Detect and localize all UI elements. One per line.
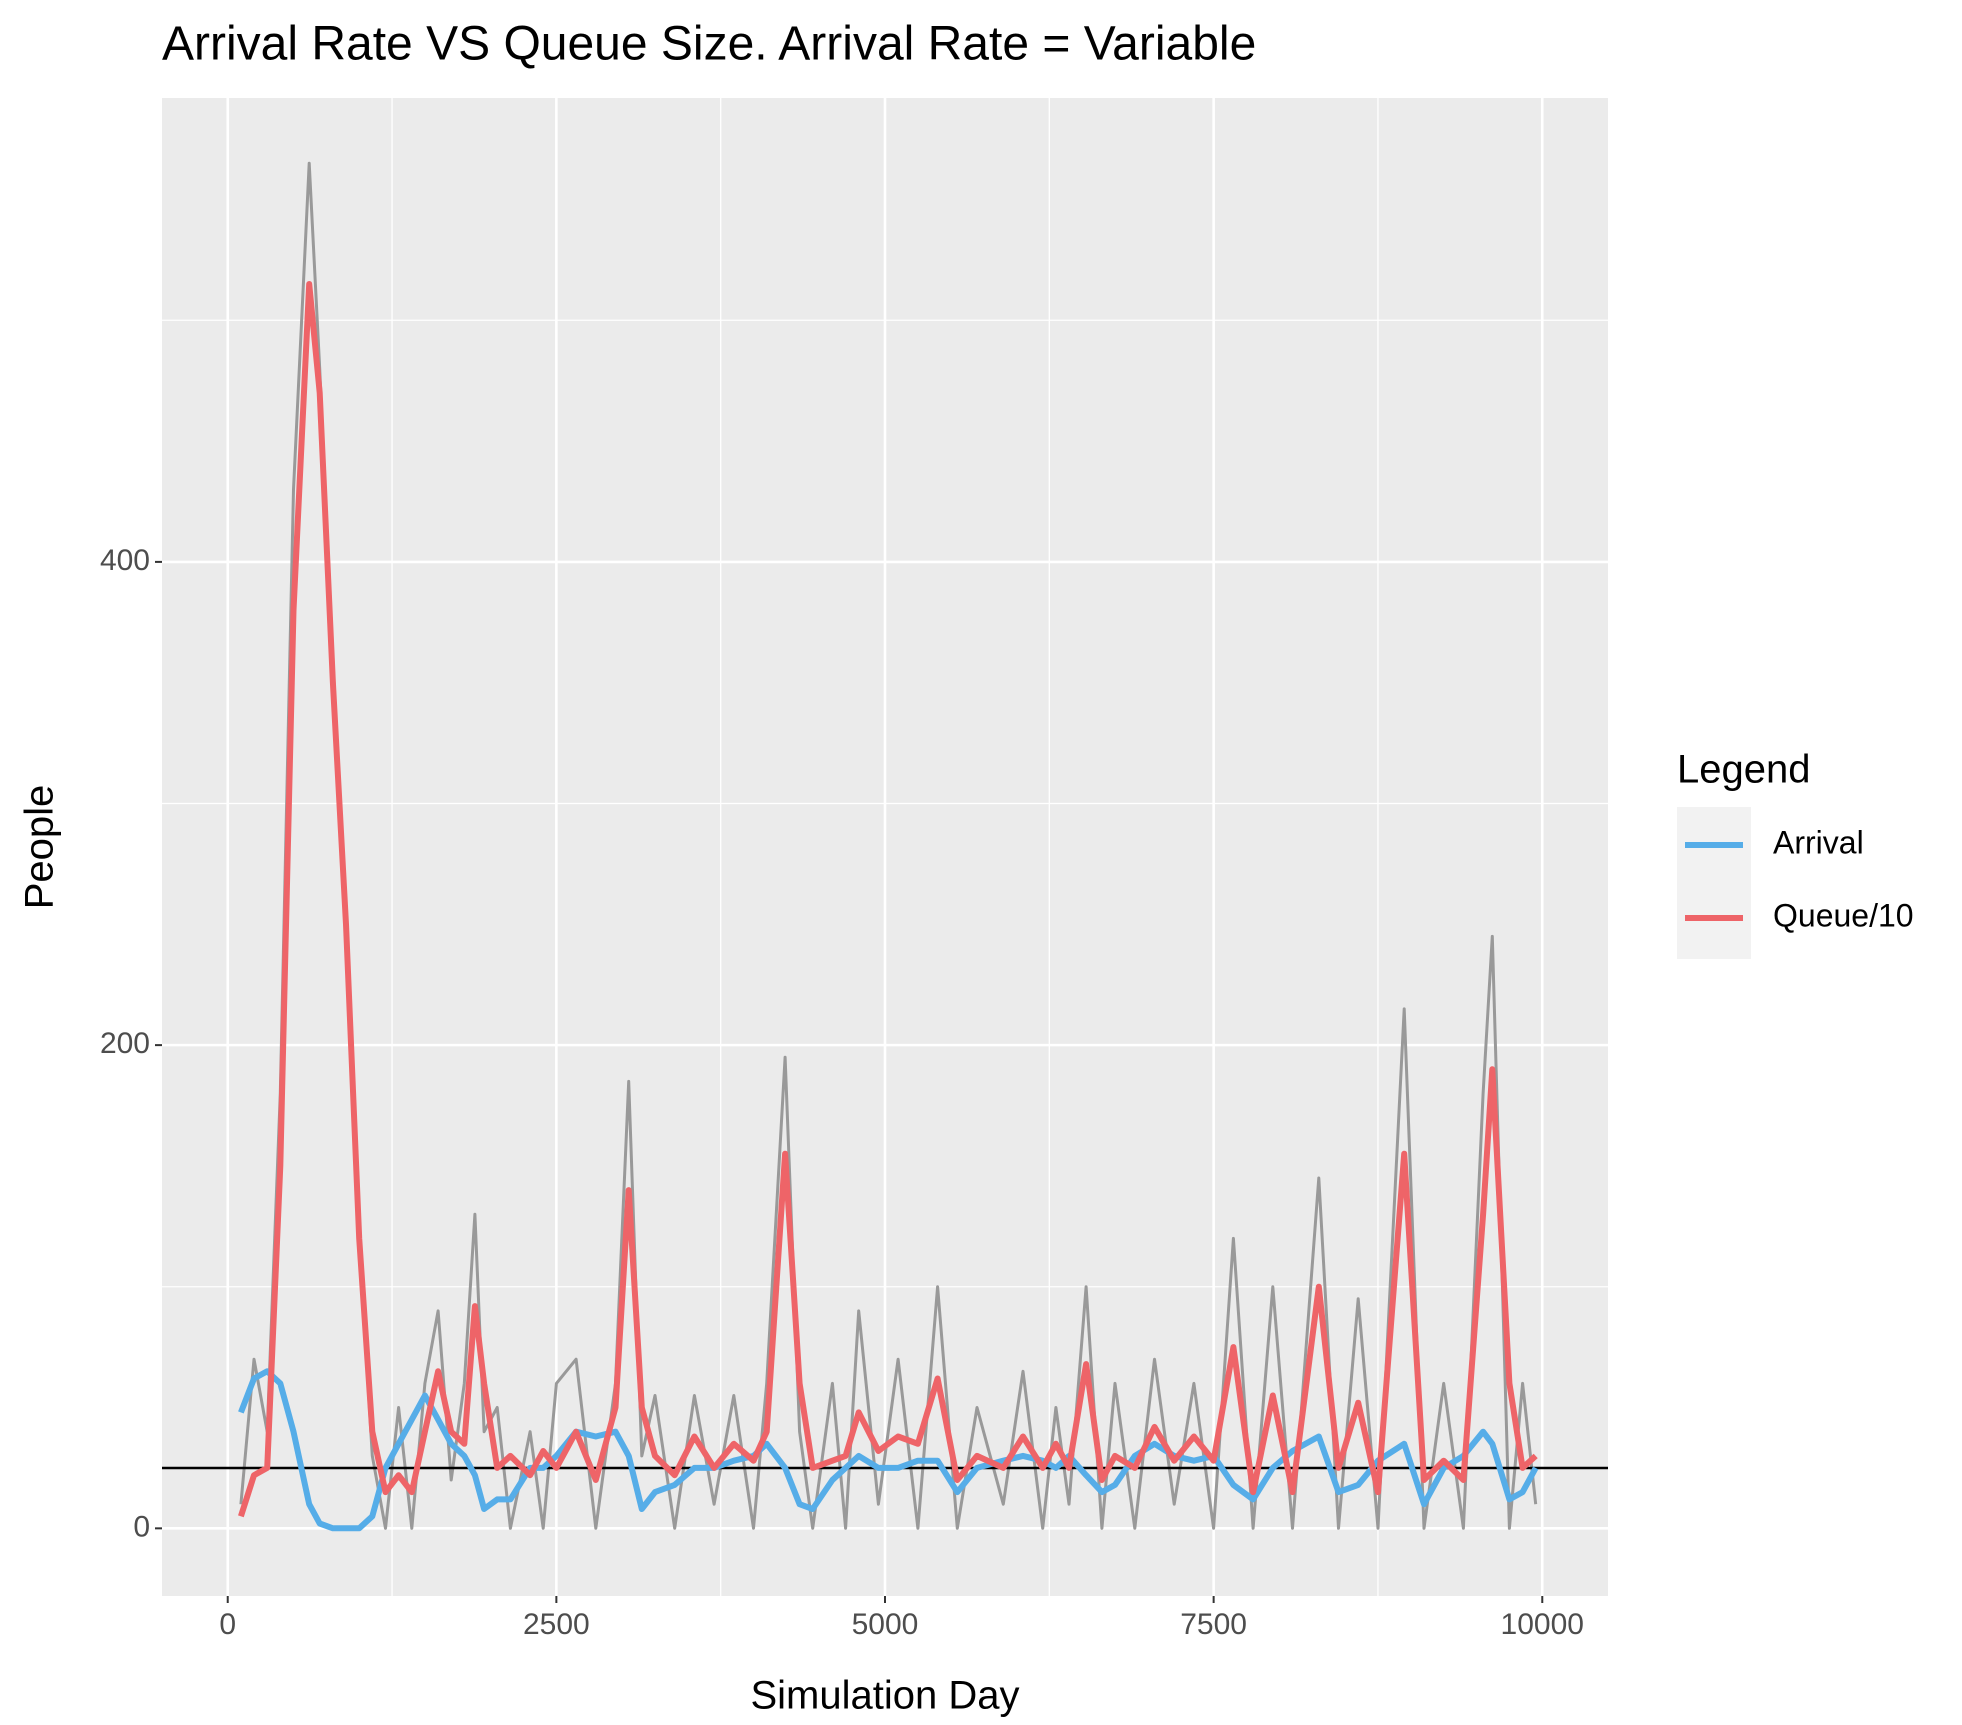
- y-tick-label: 0: [133, 1510, 150, 1543]
- series-line: [238, 1368, 1539, 1532]
- legend-label: Queue/10: [1773, 897, 1914, 933]
- chart-title: Arrival Rate VS Queue Size. Arrival Rate…: [162, 18, 1256, 71]
- legend-label: Arrival: [1773, 824, 1864, 860]
- x-tick-label: 2500: [523, 1608, 590, 1641]
- x-axis-title: Simulation Day: [750, 1674, 1019, 1718]
- legend-title: Legend: [1677, 748, 1810, 792]
- legend: Arrival Queue/10: [1685, 824, 1914, 933]
- x-tick-label: 10000: [1501, 1608, 1584, 1641]
- y-tick-label: 200: [100, 1027, 150, 1060]
- x-tick-label: 0: [219, 1608, 236, 1641]
- background-line: [239, 161, 1538, 1530]
- marks: [162, 161, 1608, 1532]
- y-tick-label: 400: [100, 544, 150, 577]
- legend-key-bg: [1677, 807, 1751, 959]
- grid: [162, 98, 1608, 1596]
- x-tick-label: 5000: [852, 1608, 919, 1641]
- y-axis-title: People: [18, 785, 62, 910]
- series-line: [238, 281, 1538, 1518]
- x-tick-label: 7500: [1180, 1608, 1247, 1641]
